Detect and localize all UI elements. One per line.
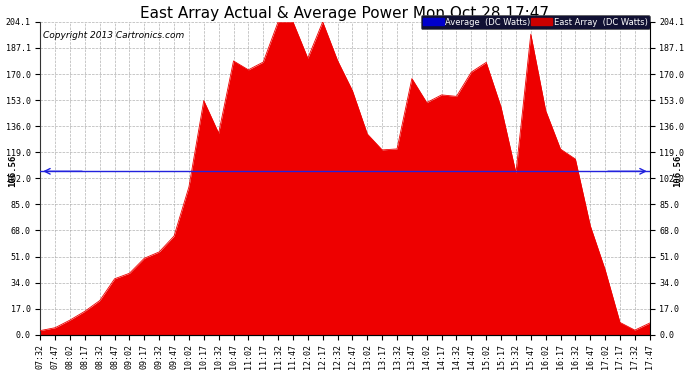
Legend: Average  (DC Watts), East Array  (DC Watts): Average (DC Watts), East Array (DC Watts…	[421, 15, 650, 28]
Text: Copyright 2013 Cartronics.com: Copyright 2013 Cartronics.com	[43, 31, 184, 40]
Text: 106.56: 106.56	[673, 155, 682, 188]
Text: 106.56: 106.56	[8, 155, 17, 188]
Title: East Array Actual & Average Power Mon Oct 28 17:47: East Array Actual & Average Power Mon Oc…	[141, 6, 549, 21]
